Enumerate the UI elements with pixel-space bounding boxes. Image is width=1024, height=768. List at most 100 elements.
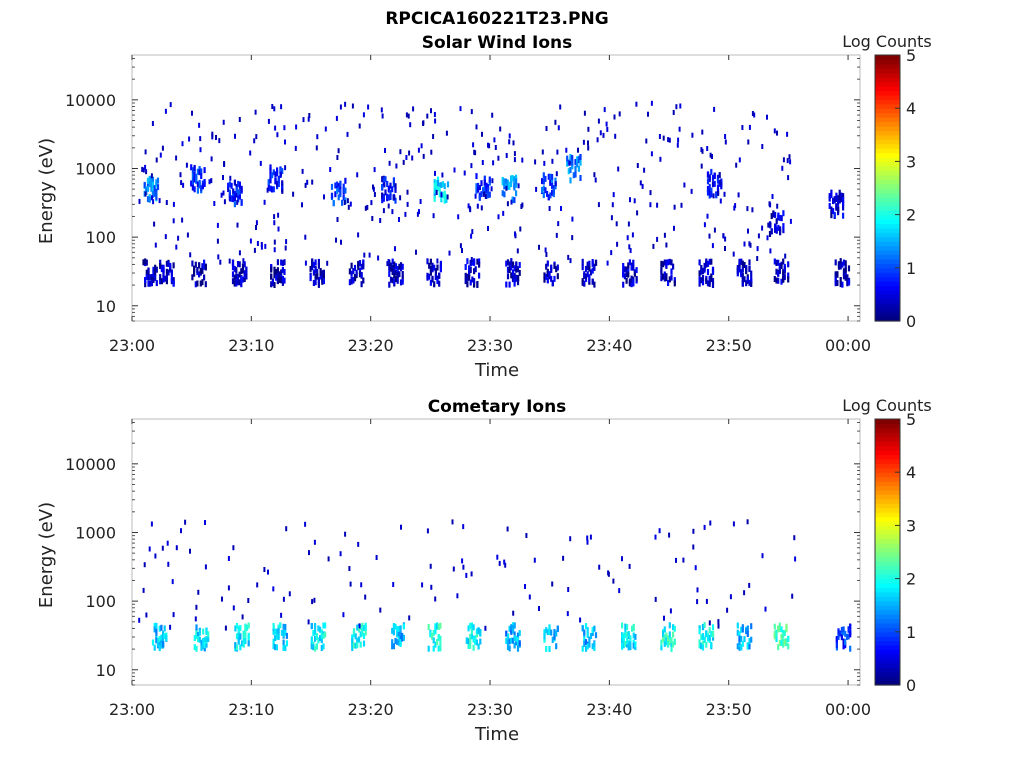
count-cell [543,633,546,640]
colorbar-segment [875,481,900,487]
count-cell [153,221,156,227]
count-cell [588,636,591,643]
count-cell [516,279,520,286]
count-cell [518,630,521,636]
count-cell [761,144,764,149]
count-cell [188,136,191,142]
count-cell [159,152,162,158]
count-cell [469,279,472,286]
count-cell [503,559,506,565]
count-cell [357,261,360,268]
count-cell [143,181,146,188]
count-cell [203,637,206,644]
count-cell [392,177,395,184]
count-cell [431,266,434,273]
count-cell [628,280,631,287]
count-cell [264,243,267,249]
count-cell [276,132,279,138]
count-cell [782,641,785,648]
count-cell [649,202,652,208]
count-cell [839,630,842,637]
count-cell [441,172,444,178]
count-cell [314,267,317,274]
count-cell [505,153,508,158]
count-cell [658,528,661,534]
count-cell [357,626,361,633]
count-cell [324,126,327,132]
count-cell [750,623,753,630]
count-cell [203,263,206,270]
count-cell [314,259,317,266]
count-cell [164,275,167,282]
count-cell [337,183,340,190]
count-cell [160,642,163,649]
count-cell [398,263,401,270]
colorbar-tick-label: 0 [906,312,916,331]
count-cell [732,521,735,527]
burst-cluster [190,164,206,194]
count-cell [513,272,516,279]
count-cell [553,633,556,640]
count-cell [205,636,208,643]
count-cell [830,192,833,199]
colorbar-segment [875,205,900,211]
count-cell [470,163,473,169]
count-cell [158,625,161,632]
count-cell [272,186,275,193]
count-cell [272,169,275,176]
count-cell [726,607,729,613]
count-cell [195,173,198,180]
count-cell [238,250,241,256]
count-cell [555,630,558,637]
colorbar-tick-label: 1 [906,259,916,278]
count-cell [472,636,475,643]
count-cell [775,260,778,266]
count-cell [274,628,277,635]
count-cell [175,155,178,161]
count-cell [145,612,148,618]
colorbar-segment [875,605,900,611]
count-cell [311,599,314,605]
count-cell [777,277,780,284]
count-cell [581,625,584,632]
count-cell [705,598,708,604]
count-cell [237,189,240,196]
count-cell [469,633,472,640]
count-cell [269,173,272,180]
count-cell [436,278,439,285]
count-cell [200,168,203,175]
colorbar-segment [875,662,900,668]
count-cell [275,628,278,635]
count-cell [627,631,630,638]
count-cell [197,589,200,595]
count-cell [236,199,239,205]
count-cell [596,137,599,143]
count-cell [238,193,241,200]
count-cell [279,622,282,629]
count-cell [830,212,833,219]
count-cell [705,641,708,648]
count-cell [388,281,391,288]
count-cell [271,280,274,287]
count-cell [787,276,790,283]
count-cell [434,170,436,176]
count-cell [553,275,556,282]
count-cell [844,274,847,281]
count-cell [202,638,205,645]
count-cell [336,217,339,222]
count-cell [281,180,284,187]
count-cell [304,182,307,188]
count-cell [285,526,288,532]
count-cell [426,272,429,279]
count-cell [282,644,285,651]
colorbar-segment [875,676,900,682]
count-cell [605,121,608,127]
count-cell [736,643,739,650]
count-cell [582,139,585,145]
count-cell [770,213,773,220]
count-cell [464,278,467,285]
count-cell [203,179,206,185]
count-cell [621,622,624,629]
count-cell [472,644,475,651]
count-cell [473,278,476,284]
